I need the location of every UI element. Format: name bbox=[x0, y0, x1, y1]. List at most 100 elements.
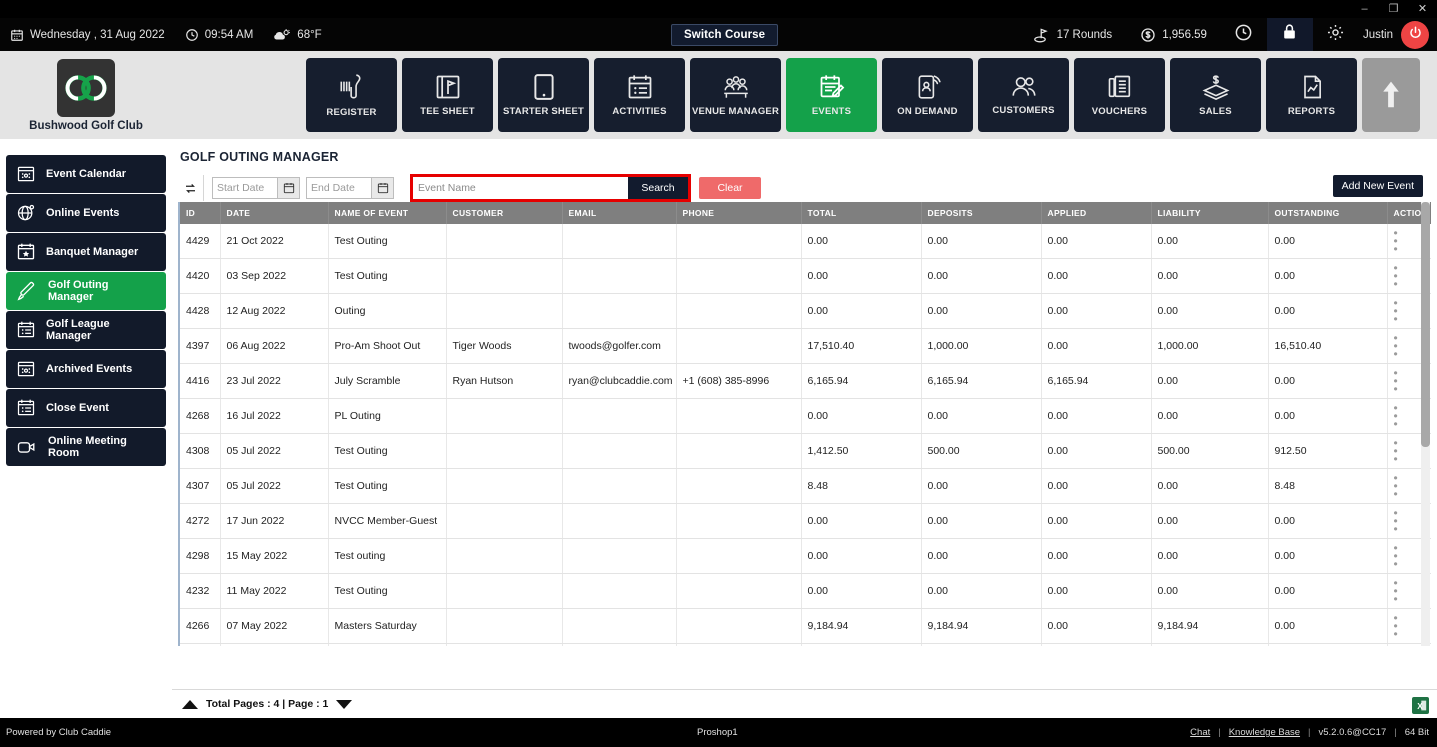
table-row[interactable]: 4298 15 May 2022 Test outing 0.00 0.00 0.00 0.… bbox=[180, 538, 1431, 574]
column-header-phone[interactable]: PHONE bbox=[676, 202, 802, 224]
tablet-icon bbox=[533, 74, 554, 100]
knowledge-base-link[interactable]: Knowledge Base bbox=[1228, 727, 1301, 738]
kebab-menu-icon[interactable]: • • • bbox=[1393, 471, 1398, 501]
add-new-event-button[interactable]: Add New Event bbox=[1332, 175, 1423, 197]
kebab-menu-icon[interactable]: • • • bbox=[1393, 261, 1398, 291]
table-row[interactable]: 4308 05 Jul 2022 Test Outing 1,412.50 500.00… bbox=[180, 433, 1431, 469]
cell-liability: 9,184.94 bbox=[1151, 608, 1269, 644]
column-header-total[interactable]: TOTAL bbox=[801, 202, 922, 224]
column-header-id[interactable]: ID bbox=[180, 202, 221, 224]
table-scrollbar-thumb[interactable] bbox=[1421, 202, 1430, 447]
start-date-picker-button[interactable] bbox=[277, 178, 299, 198]
column-header-name[interactable]: NAME OF EVENT bbox=[328, 202, 447, 224]
nav-scroll-up-button[interactable] bbox=[1362, 58, 1420, 132]
globe-icon bbox=[17, 204, 35, 221]
sidebar-item-online-events[interactable]: Online Events bbox=[6, 194, 166, 232]
sidebar-item-online-meeting-room[interactable]: Online Meeting Room bbox=[6, 428, 166, 466]
sidebar-item-close-event[interactable]: Close Event bbox=[6, 389, 166, 427]
search-button[interactable]: Search bbox=[628, 177, 688, 199]
column-header-customer[interactable]: CUSTOMER bbox=[446, 202, 563, 224]
end-date-input[interactable] bbox=[307, 178, 371, 198]
kebab-menu-icon[interactable]: • • • bbox=[1393, 506, 1398, 536]
sidebar-item-golf-league-manager[interactable]: Golf League Manager bbox=[6, 311, 166, 349]
kebab-menu-icon[interactable]: • • • bbox=[1393, 366, 1398, 396]
kebab-menu-icon[interactable]: • • • bbox=[1393, 296, 1398, 326]
nav-tile-tee-sheet[interactable]: TEE SHEET bbox=[402, 58, 493, 132]
cell-customer bbox=[446, 608, 563, 644]
nav-tile-on-demand[interactable]: ON DEMAND bbox=[882, 58, 973, 132]
table-row[interactable]: 4307 05 Jul 2022 Test Outing 8.48 0.00 0.00 0.… bbox=[180, 468, 1431, 504]
nav-tile-register[interactable]: REGISTER bbox=[306, 58, 397, 132]
chat-link[interactable]: Chat bbox=[1190, 727, 1211, 738]
kebab-menu-icon[interactable]: • • • bbox=[1393, 576, 1398, 606]
kebab-menu-icon[interactable]: • • • bbox=[1393, 436, 1398, 466]
column-header-liability[interactable]: LIABILITY bbox=[1151, 202, 1269, 224]
nav-tile-venue-manager[interactable]: VENUE MANAGER bbox=[690, 58, 781, 132]
sidebar-item-golf-outing-manager[interactable]: Golf Outing Manager bbox=[6, 272, 166, 310]
cell-name: Outing bbox=[328, 293, 447, 329]
nav-tile-sales[interactable]: SALES bbox=[1170, 58, 1261, 132]
page-info-text: Total Pages : 4 | Page : 1 bbox=[206, 698, 329, 710]
lock-button[interactable] bbox=[1266, 18, 1313, 51]
start-date-input[interactable] bbox=[213, 178, 277, 198]
restore-button[interactable]: ❐ bbox=[1388, 2, 1399, 15]
nav-tile-vouchers[interactable]: VOUCHERS bbox=[1074, 58, 1165, 132]
column-header-email[interactable]: EMAIL bbox=[562, 202, 677, 224]
nav-tile-starter-sheet[interactable]: STARTER SHEET bbox=[498, 58, 589, 132]
column-header-action[interactable]: ACTION bbox=[1387, 202, 1431, 224]
nav-tile-reports[interactable]: REPORTS bbox=[1266, 58, 1357, 132]
table-row[interactable]: 437404 May 2022OutingCannon Drewdrew@aol… bbox=[180, 643, 1431, 646]
table-scrollbar[interactable] bbox=[1421, 202, 1430, 646]
on-demand-icon bbox=[918, 75, 941, 99]
cell-liability: 500.00 bbox=[1151, 433, 1269, 469]
refresh-button[interactable] bbox=[178, 175, 204, 201]
cell-phone bbox=[676, 224, 802, 259]
sidebar-item-banquet-manager[interactable]: Banquet Manager bbox=[6, 233, 166, 271]
sidebar-item-archived-events[interactable]: Archived Events bbox=[6, 350, 166, 388]
settings-button[interactable] bbox=[1313, 18, 1359, 51]
clear-button[interactable]: Clear bbox=[699, 177, 761, 199]
table-row[interactable]: 4416 23 Jul 2022 July Scramble Ryan Hutson r… bbox=[180, 363, 1431, 399]
table-row[interactable]: 4429 21 Oct 2022 Test Outing 0.00 0.00 0.00 0.… bbox=[180, 224, 1431, 259]
power-button[interactable] bbox=[1401, 20, 1429, 49]
table-row[interactable]: 4272 17 Jun 2022 NVCC Member-Guest 0.00 0.00… bbox=[180, 503, 1431, 539]
time-clock-button[interactable] bbox=[1221, 18, 1267, 51]
cell-name: Masters Saturday bbox=[328, 608, 447, 644]
cell-action[interactable]: ••• bbox=[1387, 643, 1431, 646]
nav-tile-activities[interactable]: ACTIVITIES bbox=[594, 58, 685, 132]
search-input[interactable] bbox=[413, 177, 628, 199]
nav-tile-events[interactable]: EVENTS bbox=[786, 58, 877, 132]
svg-text:X: X bbox=[1417, 702, 1423, 711]
footer-separator: | bbox=[1394, 727, 1397, 738]
triangle-down-icon[interactable] bbox=[336, 699, 353, 709]
nav-tile-customers[interactable]: CUSTOMERS bbox=[978, 58, 1069, 132]
kebab-menu-icon[interactable]: • • • bbox=[1393, 401, 1398, 431]
table-header-row: ID DATE NAME OF EVENT CUSTOMER EMAIL PHO… bbox=[180, 202, 1431, 224]
kebab-menu-icon[interactable]: • • • bbox=[1393, 611, 1398, 641]
cash-text: 1,956.59 bbox=[1162, 28, 1207, 41]
table-row[interactable]: 4268 16 Jul 2022 PL Outing 0.00 0.00 0.00 0.00… bbox=[180, 398, 1431, 434]
kebab-menu-icon[interactable]: • • • bbox=[1393, 226, 1398, 256]
column-header-outstanding[interactable]: OUTSTANDING bbox=[1268, 202, 1388, 224]
kebab-menu-icon[interactable]: • • • bbox=[1393, 331, 1398, 361]
end-date-picker-button[interactable] bbox=[371, 178, 393, 198]
table-row[interactable]: 4232 11 May 2022 Test Outing 0.00 0.00 0.00 0.… bbox=[180, 573, 1431, 609]
sidebar-item-event-calendar[interactable]: Event Calendar bbox=[6, 155, 166, 193]
switch-course-button[interactable]: Switch Course bbox=[671, 24, 779, 46]
export-excel-button[interactable]: X bbox=[1412, 697, 1429, 714]
table-row[interactable]: 4397 06 Aug 2022 Pro-Am Shoot Out Tiger Woo… bbox=[180, 328, 1431, 364]
column-header-date[interactable]: DATE bbox=[220, 202, 329, 224]
start-date-field[interactable] bbox=[212, 177, 300, 199]
close-button[interactable]: ✕ bbox=[1417, 2, 1428, 15]
excel-icon: X bbox=[1414, 699, 1427, 712]
end-date-field[interactable] bbox=[306, 177, 394, 199]
minimize-button[interactable]: – bbox=[1361, 2, 1368, 15]
kebab-menu-icon[interactable]: • • • bbox=[1393, 541, 1398, 571]
table-row[interactable]: 4266 07 May 2022 Masters Saturday 9,184.94 9… bbox=[180, 608, 1431, 644]
triangle-up-icon[interactable] bbox=[182, 699, 198, 709]
table-row[interactable]: 4428 12 Aug 2022 Outing 0.00 0.00 0.00 0.00 0.0… bbox=[180, 293, 1431, 329]
column-header-applied[interactable]: APPLIED bbox=[1041, 202, 1152, 224]
table-row[interactable]: 4420 03 Sep 2022 Test Outing 0.00 0.00 0.00 0.… bbox=[180, 258, 1431, 294]
cell-email: ryan@clubcaddie.com bbox=[562, 363, 677, 399]
column-header-deposits[interactable]: DEPOSITS bbox=[921, 202, 1042, 224]
